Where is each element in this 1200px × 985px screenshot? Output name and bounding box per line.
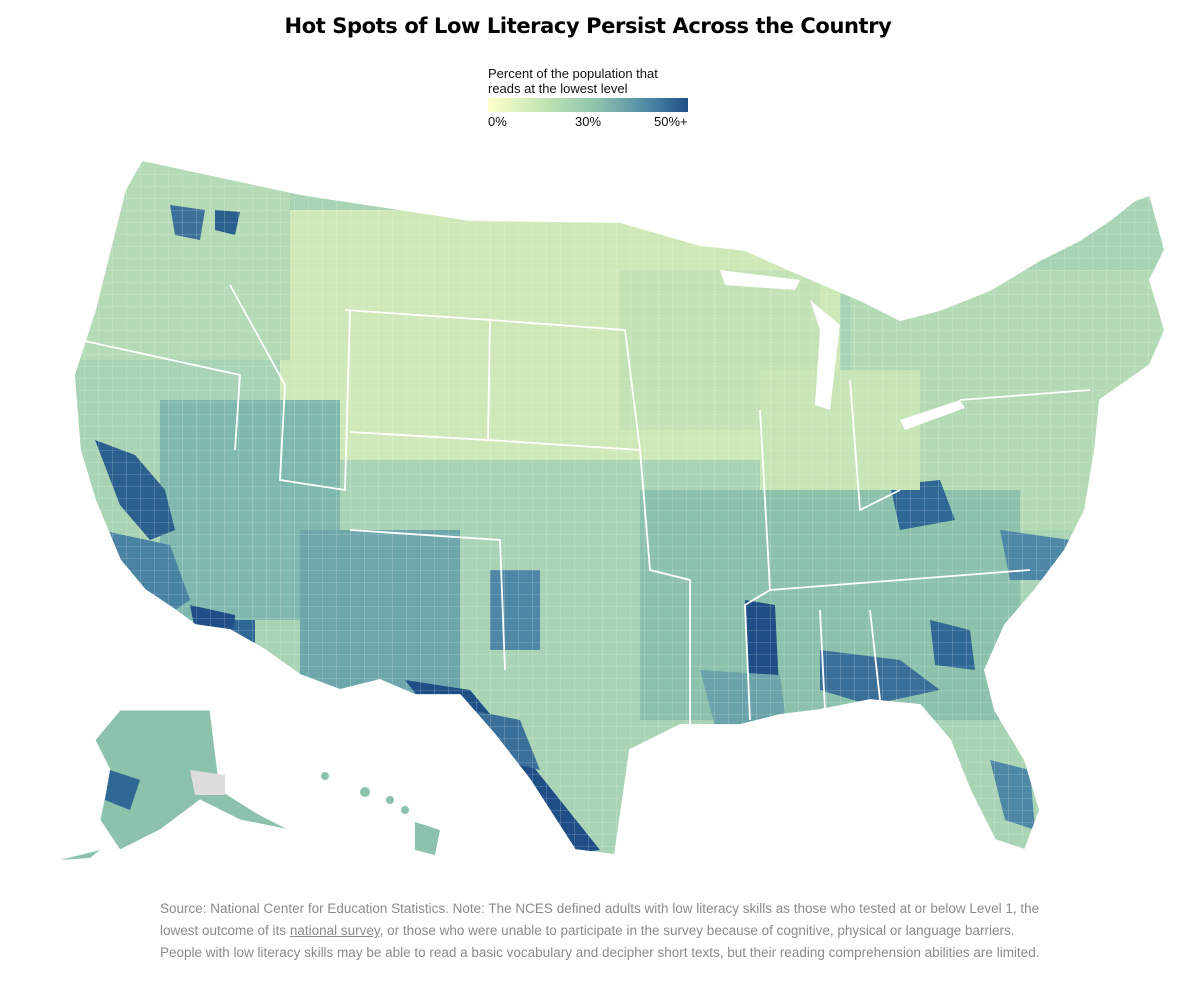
lower-48-regions	[74, 160, 1165, 855]
source-text-before: Source: National Center for Education St…	[160, 901, 1040, 938]
us-county-choropleth-map	[60, 158, 1166, 860]
alaska	[60, 709, 291, 860]
source-note: Source: National Center for Education St…	[160, 898, 1040, 964]
legend-title-line-1: Percent of the population that	[488, 66, 658, 81]
legend-title: Percent of the population that reads at …	[488, 66, 698, 96]
legend-tick-min: 0%	[488, 114, 507, 129]
legend-tick-mid: 30%	[575, 114, 602, 129]
color-legend: Percent of the population that reads at …	[488, 66, 698, 130]
source-text-after: , or those who were unable to participat…	[160, 923, 1040, 960]
state-borders	[73, 158, 1166, 857]
legend-title-line-2: reads at the lowest level	[488, 81, 628, 96]
legend-ticks: 0% 30% 50%+	[488, 114, 698, 130]
legend-gradient-bar	[488, 98, 688, 112]
legend-tick-max: 50%+	[654, 114, 688, 129]
hawaii	[321, 772, 440, 855]
chart-title: Hot Spots of Low Literacy Persist Across…	[284, 14, 892, 38]
national-survey-link[interactable]: national survey	[289, 923, 380, 938]
great-lakes	[720, 270, 965, 430]
